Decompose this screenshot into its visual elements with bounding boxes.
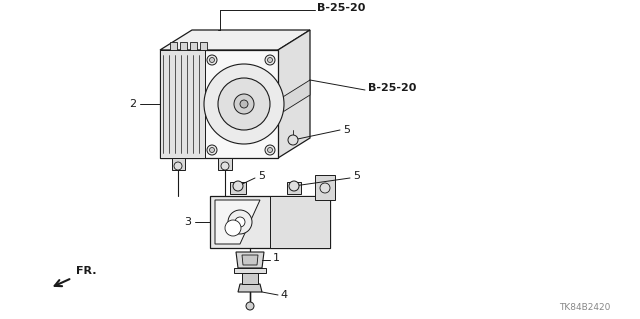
Circle shape: [235, 217, 245, 227]
Polygon shape: [236, 252, 264, 268]
Polygon shape: [218, 158, 232, 170]
Circle shape: [207, 55, 217, 65]
Polygon shape: [242, 255, 258, 265]
Text: 1: 1: [273, 253, 280, 263]
Polygon shape: [278, 30, 310, 158]
Circle shape: [234, 94, 254, 114]
Polygon shape: [180, 42, 187, 50]
Polygon shape: [238, 284, 262, 292]
Polygon shape: [215, 200, 260, 244]
Polygon shape: [160, 50, 205, 158]
Circle shape: [218, 78, 270, 130]
Text: 5: 5: [258, 171, 265, 181]
Circle shape: [207, 145, 217, 155]
Circle shape: [240, 100, 248, 108]
Circle shape: [209, 57, 214, 63]
Circle shape: [233, 181, 243, 191]
Polygon shape: [278, 80, 310, 115]
Circle shape: [246, 302, 254, 310]
Text: 2: 2: [129, 99, 136, 109]
Polygon shape: [270, 196, 330, 248]
Circle shape: [289, 181, 299, 191]
Polygon shape: [190, 42, 197, 50]
Text: FR.: FR.: [76, 266, 97, 276]
Polygon shape: [234, 268, 266, 273]
Polygon shape: [172, 158, 185, 170]
Polygon shape: [210, 196, 330, 248]
Polygon shape: [170, 42, 177, 50]
Polygon shape: [230, 182, 246, 194]
Circle shape: [174, 162, 182, 170]
Circle shape: [288, 135, 298, 145]
Text: B-25-20: B-25-20: [317, 3, 365, 13]
Circle shape: [268, 57, 273, 63]
Text: 4: 4: [280, 290, 287, 300]
Polygon shape: [160, 30, 310, 50]
Text: 5: 5: [343, 125, 350, 135]
Polygon shape: [160, 50, 278, 158]
Polygon shape: [200, 42, 207, 50]
Text: 3: 3: [184, 217, 191, 227]
Text: B-25-20: B-25-20: [368, 83, 417, 93]
Polygon shape: [242, 273, 258, 284]
Polygon shape: [287, 182, 301, 194]
Circle shape: [268, 147, 273, 152]
Circle shape: [265, 145, 275, 155]
Circle shape: [204, 64, 284, 144]
Circle shape: [221, 162, 229, 170]
Circle shape: [228, 210, 252, 234]
Polygon shape: [315, 175, 335, 200]
Text: TK84B2420: TK84B2420: [559, 303, 610, 312]
Circle shape: [265, 55, 275, 65]
Circle shape: [225, 220, 241, 236]
Circle shape: [209, 147, 214, 152]
Text: 5: 5: [353, 171, 360, 181]
Circle shape: [320, 183, 330, 193]
